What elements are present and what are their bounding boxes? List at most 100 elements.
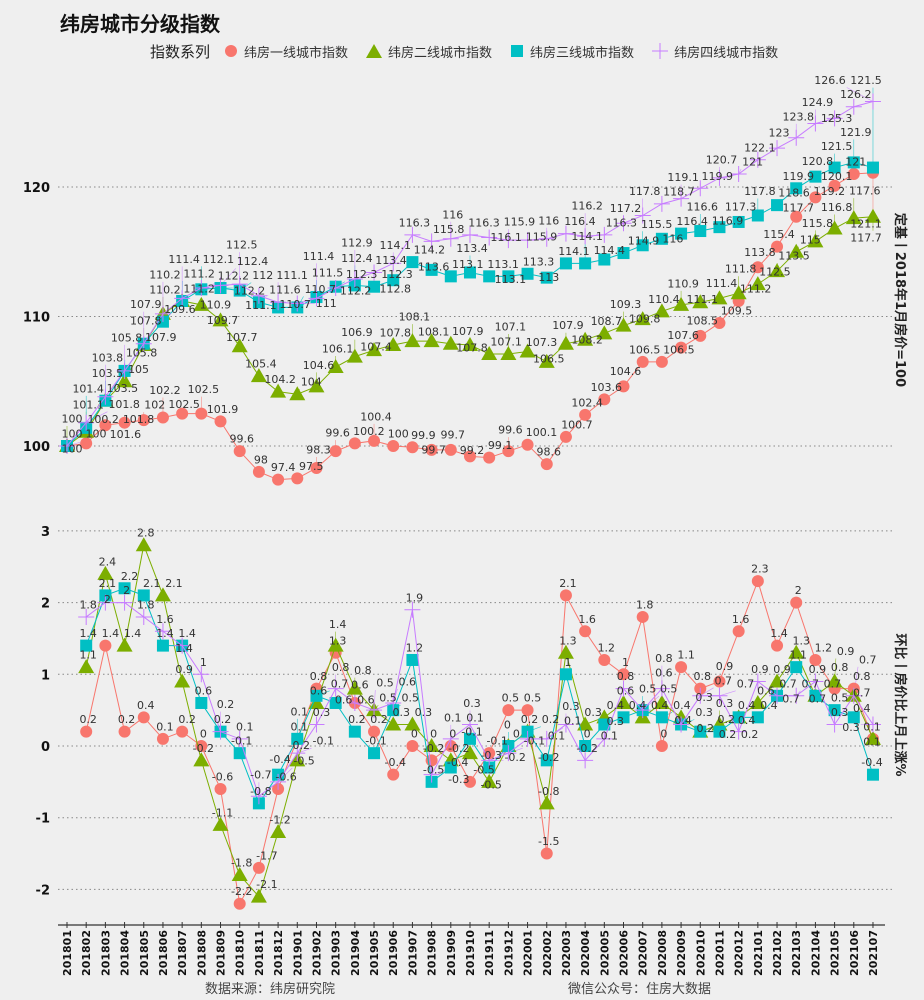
- data-point-plus: [270, 294, 287, 311]
- x-tick-label: 201809: [215, 930, 228, 976]
- data-label: 0.9: [716, 660, 734, 673]
- data-label: 0.7: [809, 692, 827, 705]
- data-point-plus: [500, 745, 517, 762]
- data-point-plus: [116, 594, 133, 611]
- data-point-triangle: [385, 716, 402, 731]
- data-point-circle: [732, 625, 745, 638]
- data-label: 110.7: [279, 298, 311, 311]
- data-label: 126.6: [814, 74, 846, 87]
- data-label: 116.8: [821, 201, 853, 214]
- data-point-circle: [214, 783, 227, 796]
- data-label: 0.7: [737, 677, 755, 690]
- data-label: 0.3: [831, 706, 849, 719]
- data-label: 107.1: [495, 321, 527, 334]
- data-label: 121.9: [840, 126, 872, 139]
- data-point-plus: [615, 215, 632, 232]
- data-label: 114.1: [558, 245, 590, 258]
- data-label: 109.7: [207, 314, 239, 327]
- data-point-plus: [692, 180, 709, 197]
- data-label: 0.3: [607, 715, 625, 728]
- data-point-plus: [634, 207, 651, 224]
- data-point-square: [598, 253, 611, 266]
- data-point-square: [598, 718, 611, 731]
- data-point-circle: [80, 437, 93, 450]
- data-point-triangle: [596, 325, 613, 340]
- data-label: 117.8: [629, 185, 661, 198]
- data-label: -0.4: [447, 756, 468, 769]
- label-leader-line: [846, 87, 874, 102]
- data-point-plus: [769, 687, 786, 704]
- data-label: 116: [442, 208, 463, 221]
- data-point-triangle: [500, 346, 517, 361]
- data-point-plus: [538, 230, 555, 247]
- data-point-plus: [423, 233, 440, 250]
- data-point-triangle: [653, 694, 670, 709]
- data-label: 112.1: [203, 253, 235, 266]
- x-tick-label: 201908: [426, 930, 439, 976]
- data-label: 125.3: [821, 112, 853, 125]
- data-label: 0.2: [542, 713, 560, 726]
- data-point-triangle: [788, 644, 805, 659]
- x-tick-label: 201902: [310, 930, 323, 976]
- x-tick-label: 202010: [694, 930, 707, 976]
- data-label: 112.5: [759, 266, 791, 279]
- x-tick-label: 202107: [867, 930, 880, 976]
- data-point-square: [790, 182, 803, 195]
- data-label: 111.4: [168, 253, 200, 266]
- data-label: 120.8: [802, 155, 834, 168]
- data-point-plus: [231, 276, 248, 293]
- data-label: 99.1: [488, 439, 513, 452]
- data-point-triangle: [116, 637, 133, 652]
- data-point-triangle: [461, 745, 478, 760]
- y-tick-label: -2: [36, 883, 50, 898]
- data-label: 119.9: [782, 170, 814, 183]
- index-panel: 100110120定基丨2018年1月房价=100100100100100100…: [23, 74, 908, 486]
- data-point-plus: [327, 280, 344, 297]
- data-point-triangle: [769, 263, 786, 278]
- data-label: 2.1: [143, 577, 161, 590]
- data-label: 100: [62, 428, 83, 441]
- data-point-circle: [521, 704, 534, 717]
- data-label: 0.7: [859, 653, 877, 666]
- data-point-plus: [749, 151, 766, 168]
- data-label: 0.7: [801, 677, 819, 690]
- data-label: 102.5: [188, 383, 220, 396]
- data-point-plus: [653, 680, 670, 697]
- data-label: 0: [200, 728, 207, 741]
- data-label: 1.9: [406, 591, 424, 604]
- data-label: 1: [564, 656, 571, 669]
- data-point-square: [617, 711, 630, 724]
- legend-label: 纬房四线城市指数: [674, 45, 779, 61]
- data-label: 0.4: [738, 714, 756, 727]
- data-label: 1.6: [732, 613, 750, 626]
- footer-source: 数据来源：纬房研究院: [205, 982, 336, 997]
- data-label: 0.5: [379, 692, 397, 705]
- data-label: 119.9: [702, 170, 734, 183]
- data-label: 107.9: [130, 298, 162, 311]
- legend-item-tier1: 纬房一线城市指数: [224, 42, 348, 61]
- triangle-marker-icon: [366, 44, 383, 58]
- data-point-square: [540, 271, 553, 284]
- data-point-circle: [579, 408, 592, 421]
- x-tick-label: 201904: [349, 930, 362, 976]
- data-label: 116.6: [687, 201, 719, 214]
- x-tick-label: 202002: [541, 930, 554, 976]
- data-label: 0.6: [310, 684, 328, 697]
- data-point-plus: [788, 687, 805, 704]
- data-label: 111.2: [740, 282, 772, 295]
- data-point-circle: [540, 458, 553, 471]
- data-label: 112.2: [234, 285, 266, 298]
- data-label: 0.7: [331, 677, 349, 690]
- data-label: -0.2: [289, 739, 310, 752]
- data-label: 116.1: [490, 231, 522, 244]
- data-point-triangle: [826, 673, 843, 688]
- data-point-plus: [653, 195, 670, 212]
- data-label: 113.6: [418, 260, 450, 273]
- data-label: -0.1: [461, 726, 482, 739]
- data-point-triangle: [404, 716, 421, 731]
- data-point-circle: [80, 725, 93, 738]
- data-label: 0.2: [741, 728, 759, 741]
- data-label: 114.9: [628, 235, 660, 248]
- data-label: 99.6: [229, 433, 254, 446]
- data-label: 99.6: [325, 427, 350, 440]
